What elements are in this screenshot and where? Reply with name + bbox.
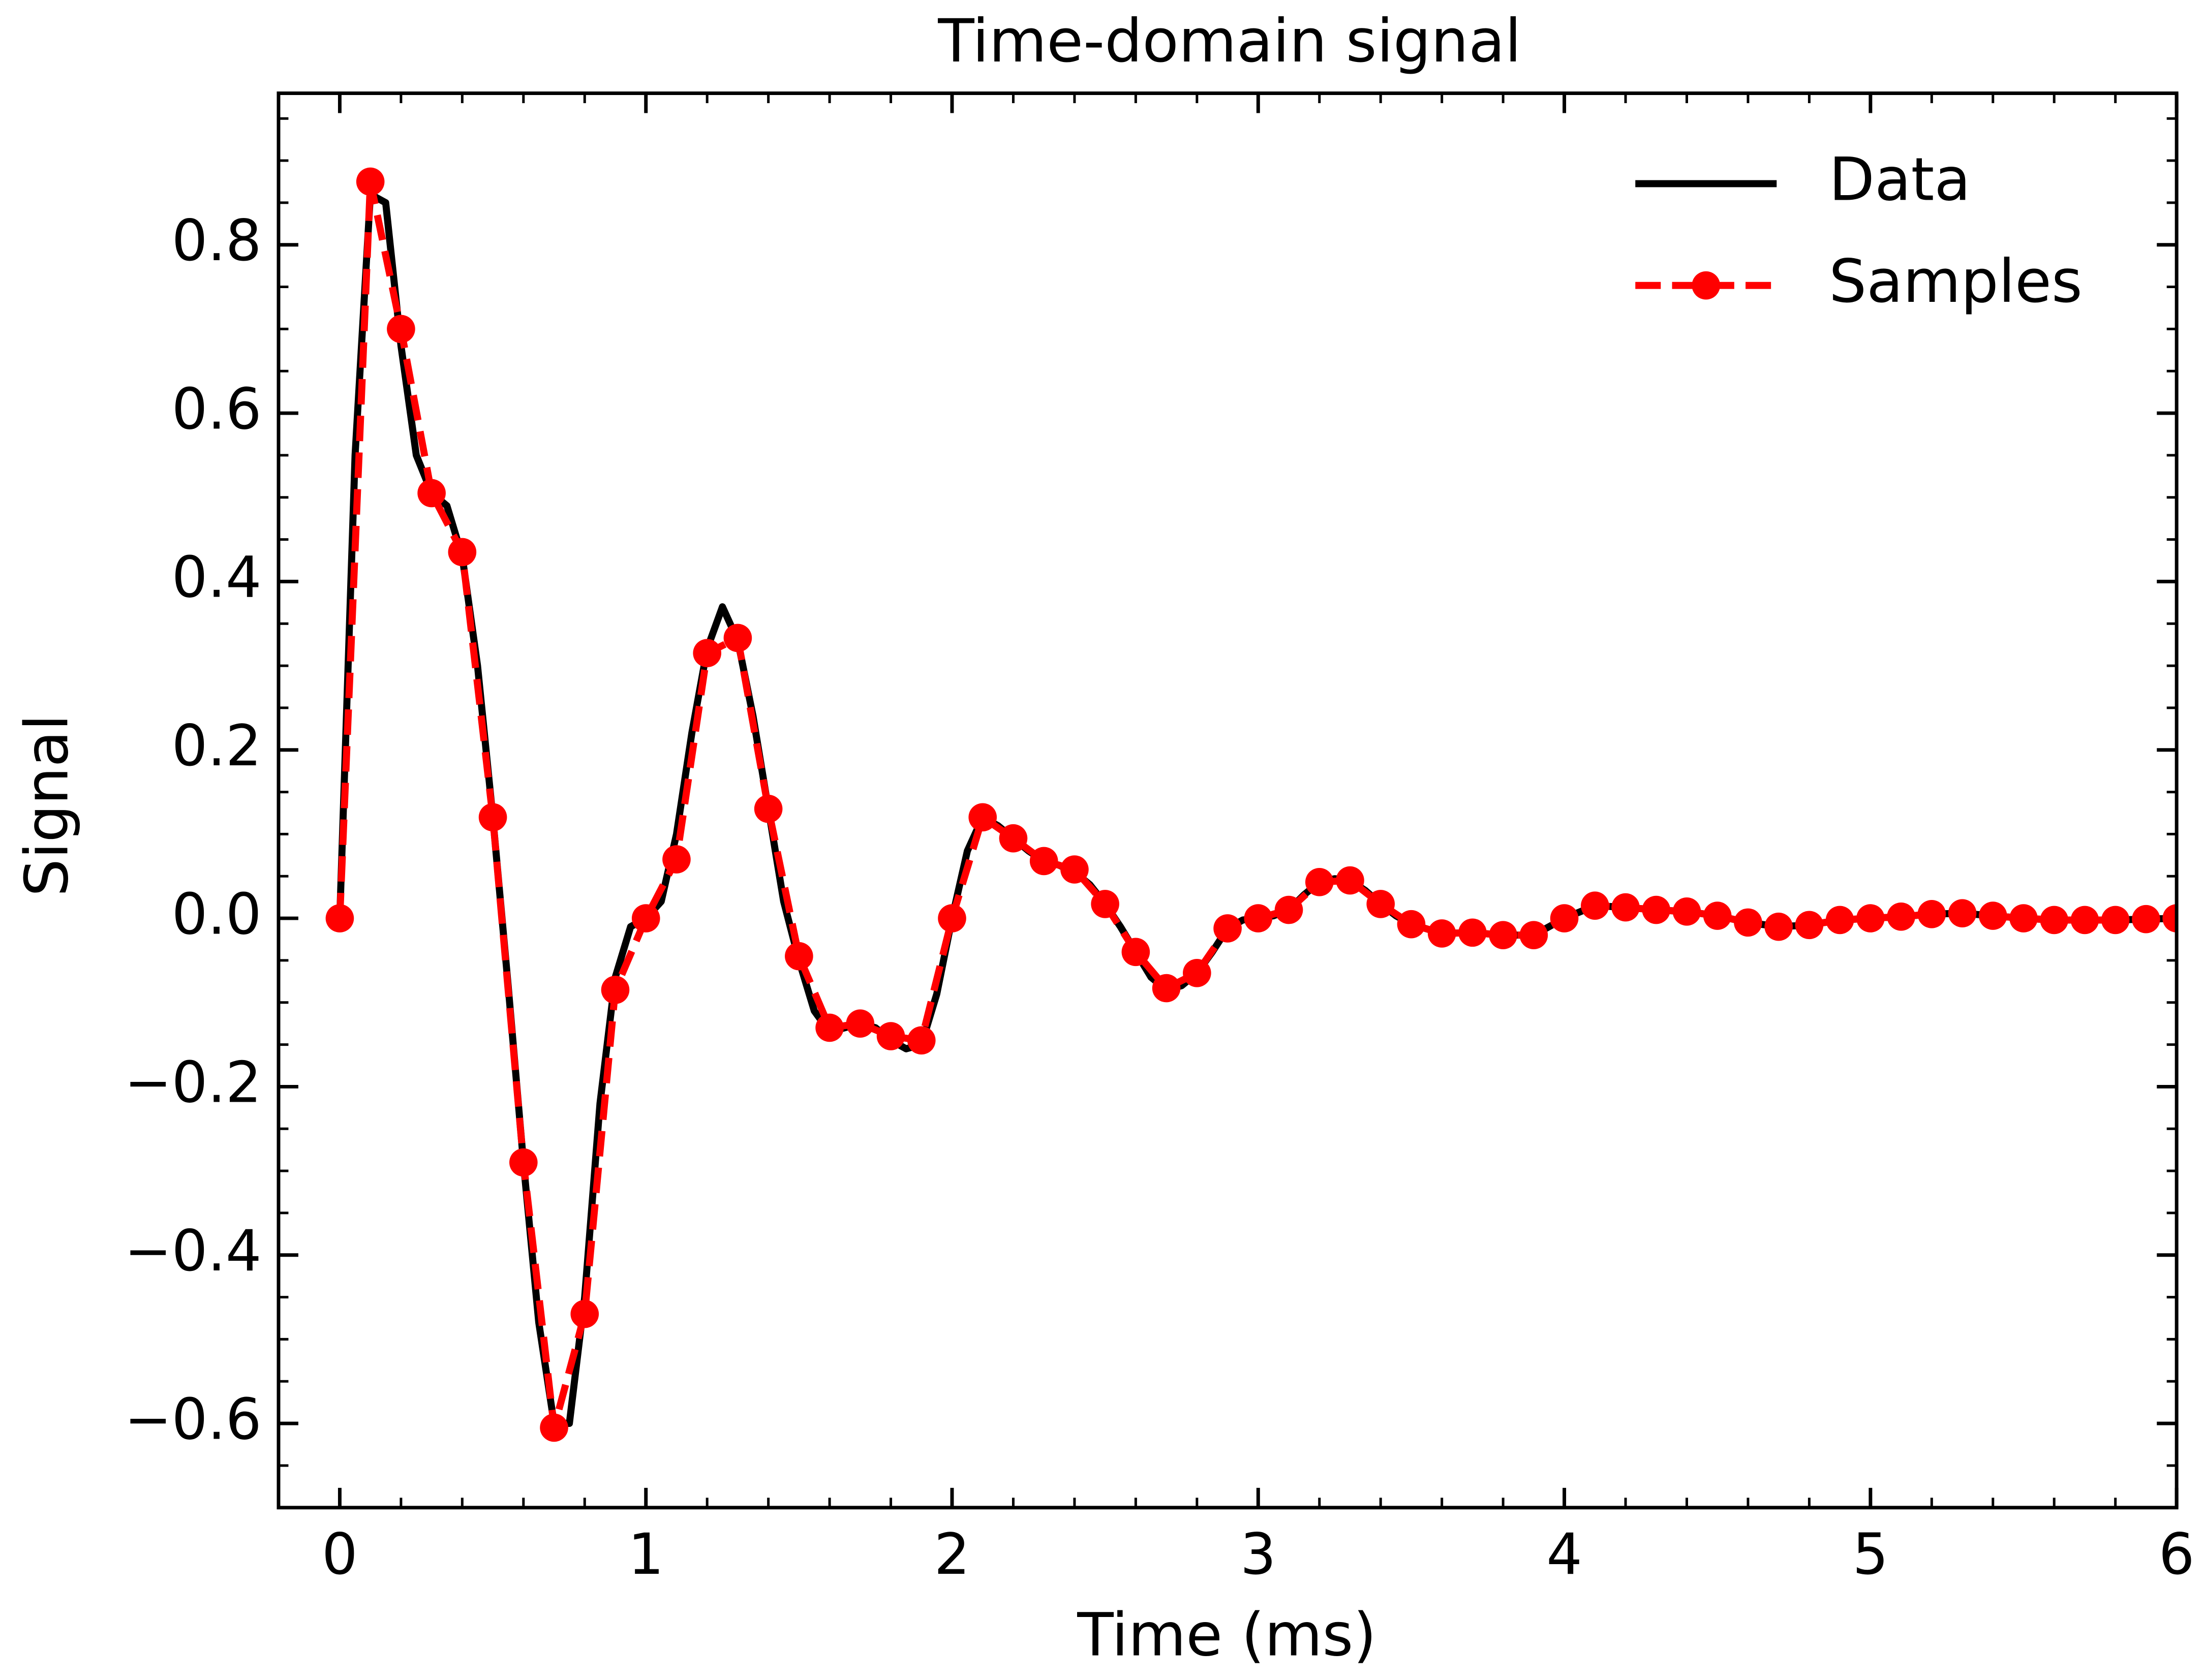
sample-point	[1581, 891, 1609, 920]
sample-point	[631, 904, 660, 932]
sample-point	[815, 1013, 844, 1042]
sample-point	[356, 167, 385, 196]
legend-marker	[1692, 271, 1721, 300]
y-tick-label: −0.4	[125, 1219, 262, 1284]
sample-point	[1519, 921, 1548, 950]
sample-point	[662, 845, 691, 874]
sample-point	[1887, 902, 1915, 931]
sample-point	[2162, 904, 2177, 932]
sample-point	[1336, 866, 1364, 895]
y-tick-label: 0.6	[172, 377, 262, 442]
sample-point	[1213, 914, 1242, 943]
sample-point	[2070, 906, 2099, 935]
legend-label: Samples	[1829, 247, 2082, 316]
sample-point	[1734, 908, 1762, 937]
sample-point	[999, 824, 1028, 853]
sample-point	[754, 794, 783, 823]
sample-point	[1060, 855, 1089, 884]
sample-point	[325, 904, 354, 932]
sample-point	[2101, 906, 2130, 935]
sample-point	[448, 538, 477, 567]
sample-point	[938, 904, 966, 932]
y-tick-label: 0.8	[172, 208, 262, 274]
sample-point	[1703, 901, 1732, 930]
sample-point	[1274, 895, 1303, 924]
sample-point	[693, 639, 721, 668]
sample-point	[1121, 938, 1150, 967]
sample-point	[1244, 904, 1273, 932]
x-tick-label: 4	[1546, 1522, 1582, 1588]
series-line	[336, 178, 2177, 1432]
x-tick-label: 0	[322, 1522, 358, 1588]
y-tick-label: 0.4	[172, 545, 262, 611]
series-line	[336, 191, 2177, 1427]
x-tick-label: 2	[934, 1522, 970, 1588]
sample-point	[570, 1299, 599, 1328]
y-tick-label: 0.2	[172, 713, 262, 779]
plot-frame	[277, 91, 2179, 1510]
sample-point	[876, 1022, 905, 1050]
legend-label: Data	[1829, 145, 1971, 214]
sample-point	[846, 1009, 875, 1038]
sample-point	[1825, 906, 1854, 935]
sample-point	[1856, 904, 1885, 932]
plot-area	[325, 167, 2177, 1442]
y-tick-label: −0.2	[125, 1050, 262, 1116]
sample-point	[2132, 905, 2160, 934]
x-tick-label: 3	[1240, 1522, 1276, 1588]
x-tick-label: 5	[1852, 1522, 1888, 1588]
y-tick-label: 0.0	[172, 882, 262, 947]
sample-point	[1183, 958, 1211, 987]
sample-point	[1948, 899, 1977, 927]
sample-point	[907, 1026, 936, 1055]
sample-point	[1672, 897, 1701, 926]
sample-point	[1764, 912, 1793, 941]
sample-point	[417, 479, 446, 508]
sample-point	[2040, 906, 2069, 935]
sample-point	[1611, 893, 1640, 922]
sample-point	[1305, 868, 1334, 896]
sample-point	[1642, 895, 1671, 924]
sample-point	[1397, 910, 1426, 939]
sample-point	[509, 1148, 538, 1177]
sample-point	[785, 942, 813, 971]
sample-point	[601, 976, 630, 1004]
sample-point	[968, 803, 997, 832]
sample-point	[1152, 974, 1181, 1003]
x-tick-label: 6	[2159, 1522, 2195, 1588]
x-tick-label: 1	[628, 1522, 664, 1588]
sample-point	[387, 315, 415, 344]
sample-point	[1795, 911, 1824, 940]
sample-point	[1091, 890, 1119, 918]
sample-point	[478, 803, 507, 832]
sample-point	[1029, 847, 1058, 876]
sample-point	[1427, 919, 1456, 948]
y-axis-label: Signal	[13, 714, 82, 897]
y-tick-label: −0.6	[125, 1387, 262, 1452]
sample-point	[723, 624, 752, 652]
sample-point	[2009, 904, 2038, 932]
sample-point	[1489, 921, 1517, 950]
sample-point	[1978, 901, 2007, 930]
sample-point	[1458, 918, 1487, 947]
sample-point	[540, 1413, 568, 1442]
chart-title: Time-domain signal	[937, 7, 1521, 76]
sample-point	[1550, 904, 1579, 932]
x-axis-label: Time (ms)	[1077, 1601, 1376, 1670]
sample-point	[1366, 890, 1395, 918]
sample-point	[1917, 899, 1946, 928]
